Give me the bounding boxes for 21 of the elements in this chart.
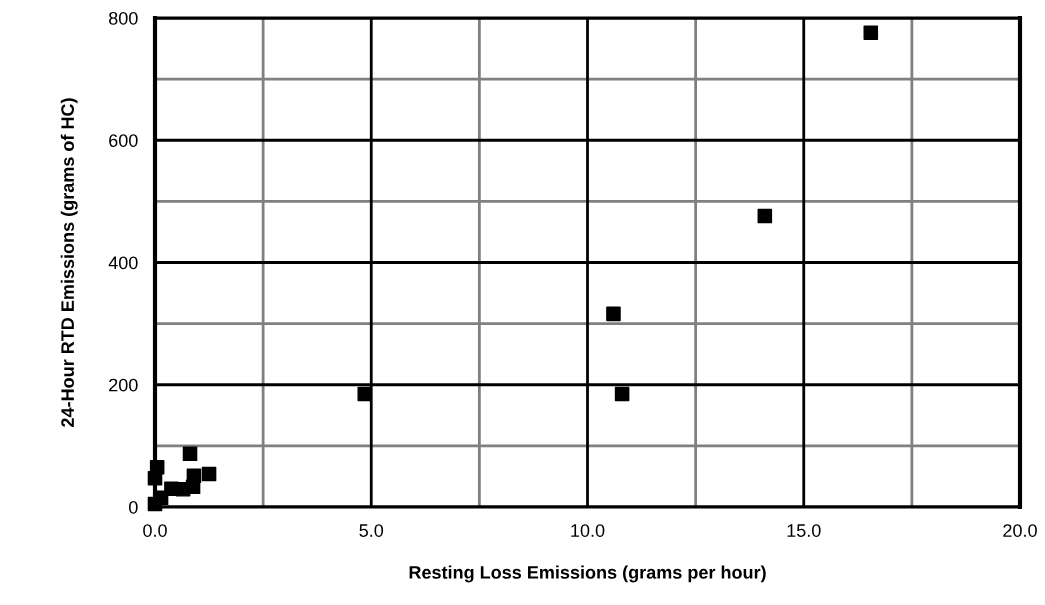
x-axis-title: Resting Loss Emissions (grams per hour) — [409, 565, 766, 583]
y-tick-label: 400 — [108, 256, 138, 270]
y-tick-label: 200 — [109, 378, 138, 392]
x-tick-label: 10.0 — [571, 524, 605, 537]
x-tick-label: 5.0 — [359, 524, 384, 537]
point — [147, 496, 163, 512]
point — [863, 25, 879, 40]
point — [201, 466, 217, 482]
y-axis-title: 24-Hour RTD Emissions (grams of HC) — [60, 98, 78, 427]
point — [606, 306, 621, 322]
point — [147, 470, 163, 486]
y-tick-label: 0 — [129, 500, 138, 514]
x-tick-label: 20.0 — [1003, 524, 1037, 537]
point — [757, 208, 773, 224]
x-tick-label: 15.0 — [787, 524, 821, 537]
y-tick-label: 600 — [109, 134, 138, 147]
point — [182, 446, 198, 462]
point — [164, 481, 179, 496]
x-tick-label: 0.0 — [143, 524, 167, 537]
point — [614, 386, 630, 402]
y-tick-label: 800 — [109, 11, 138, 25]
